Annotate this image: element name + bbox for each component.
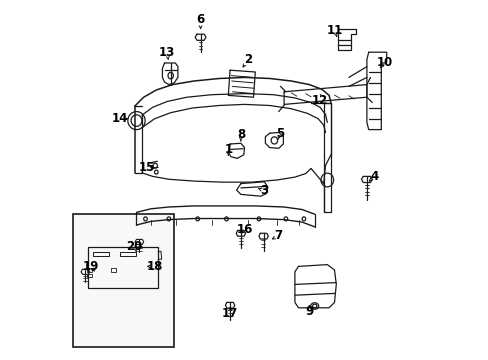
Text: 15: 15 [138, 161, 154, 174]
Bar [110, 268, 115, 272]
Bar [87, 274, 92, 277]
Text: 18: 18 [146, 260, 163, 273]
Text: 14: 14 [112, 112, 128, 125]
Text: 4: 4 [369, 170, 377, 183]
Bar [87, 268, 92, 272]
Text: 20: 20 [126, 240, 142, 253]
Bar [93, 252, 109, 256]
Text: 1: 1 [224, 143, 232, 156]
Bar [120, 252, 136, 256]
Text: 13: 13 [159, 46, 175, 59]
Text: 8: 8 [236, 129, 244, 141]
Text: 3: 3 [260, 184, 268, 197]
Text: 17: 17 [222, 307, 238, 320]
Text: 19: 19 [82, 260, 99, 273]
Text: 5: 5 [276, 127, 284, 140]
Text: 10: 10 [376, 57, 392, 69]
Bar [88, 247, 158, 288]
Text: 2: 2 [244, 53, 252, 66]
Text: 16: 16 [236, 223, 252, 236]
Text: 11: 11 [325, 24, 342, 37]
Text: 9: 9 [305, 305, 313, 318]
Text: 12: 12 [311, 94, 327, 107]
Bar [73, 214, 174, 347]
Text: 6: 6 [196, 13, 204, 26]
Text: 7: 7 [274, 229, 282, 242]
